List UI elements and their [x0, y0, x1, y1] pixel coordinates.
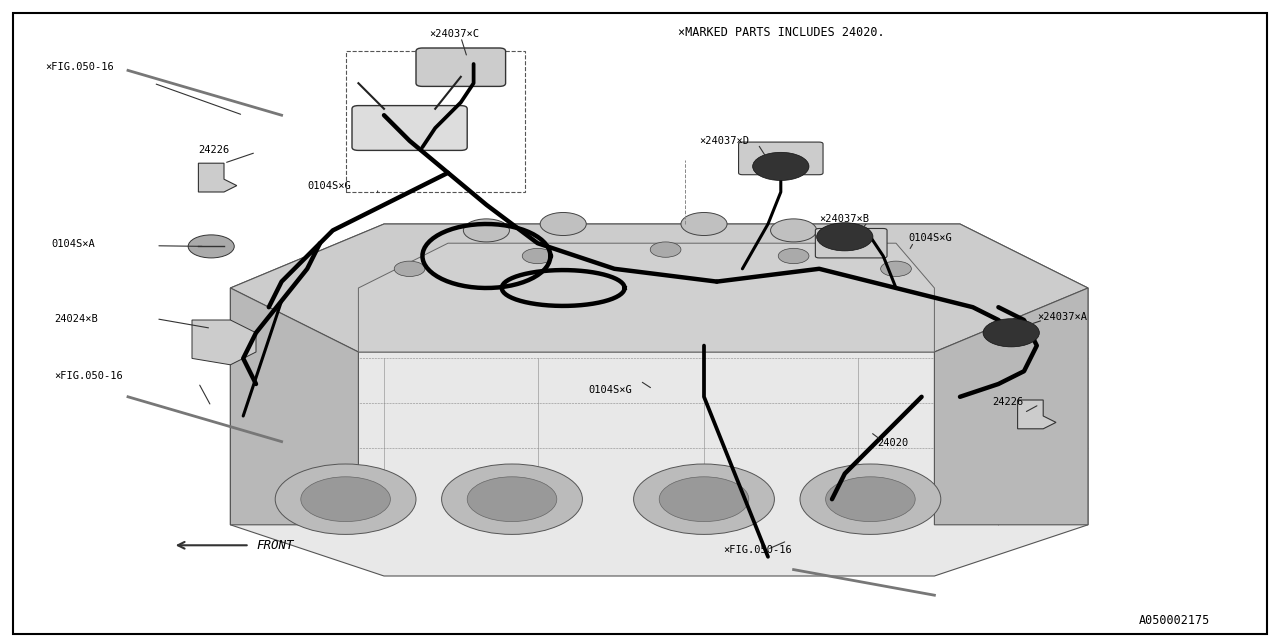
- Circle shape: [817, 223, 873, 251]
- Polygon shape: [230, 224, 1088, 576]
- Text: ×MARKED PARTS INCLUDES 24020.: ×MARKED PARTS INCLUDES 24020.: [678, 26, 884, 38]
- Circle shape: [681, 212, 727, 236]
- Circle shape: [771, 219, 817, 242]
- Polygon shape: [230, 224, 1088, 352]
- Text: ×FIG.050-16: ×FIG.050-16: [723, 545, 792, 556]
- Text: 24024×B: 24024×B: [54, 314, 97, 324]
- Text: ×FIG.050-16: ×FIG.050-16: [54, 371, 123, 381]
- Circle shape: [826, 477, 915, 522]
- Polygon shape: [230, 288, 358, 525]
- Circle shape: [650, 242, 681, 257]
- Bar: [346, 51, 525, 192]
- Circle shape: [778, 248, 809, 264]
- Text: 0104S×G: 0104S×G: [589, 385, 632, 396]
- Circle shape: [800, 464, 941, 534]
- Text: FRONT: FRONT: [256, 539, 293, 552]
- Circle shape: [753, 152, 809, 180]
- Polygon shape: [1018, 400, 1056, 429]
- Text: 0104S×G: 0104S×G: [909, 233, 952, 243]
- Circle shape: [394, 261, 425, 276]
- Circle shape: [275, 464, 416, 534]
- Text: ×24037×D: ×24037×D: [699, 136, 749, 146]
- Circle shape: [301, 477, 390, 522]
- Circle shape: [442, 464, 582, 534]
- FancyBboxPatch shape: [815, 228, 887, 258]
- FancyBboxPatch shape: [416, 48, 506, 86]
- Circle shape: [522, 248, 553, 264]
- FancyBboxPatch shape: [352, 106, 467, 150]
- Polygon shape: [198, 163, 237, 192]
- Text: ×24037×B: ×24037×B: [819, 214, 869, 224]
- Text: ×24037×A: ×24037×A: [1037, 312, 1087, 322]
- Text: 0104S×G: 0104S×G: [307, 180, 351, 191]
- FancyBboxPatch shape: [739, 142, 823, 175]
- Circle shape: [659, 477, 749, 522]
- Text: ×FIG.050-16: ×FIG.050-16: [45, 62, 114, 72]
- Text: 24226: 24226: [198, 145, 229, 156]
- Text: ×24037×C: ×24037×C: [429, 29, 479, 39]
- Circle shape: [983, 319, 1039, 347]
- Text: A050002175: A050002175: [1138, 614, 1210, 627]
- Polygon shape: [934, 288, 1088, 525]
- Circle shape: [540, 212, 586, 236]
- Circle shape: [463, 219, 509, 242]
- Polygon shape: [192, 320, 256, 365]
- Text: 24020: 24020: [877, 438, 908, 448]
- Polygon shape: [358, 243, 934, 352]
- Text: 0104S×A: 0104S×A: [51, 239, 95, 250]
- Circle shape: [634, 464, 774, 534]
- Circle shape: [881, 261, 911, 276]
- Text: 24226: 24226: [992, 397, 1023, 407]
- Circle shape: [188, 235, 234, 258]
- Circle shape: [467, 477, 557, 522]
